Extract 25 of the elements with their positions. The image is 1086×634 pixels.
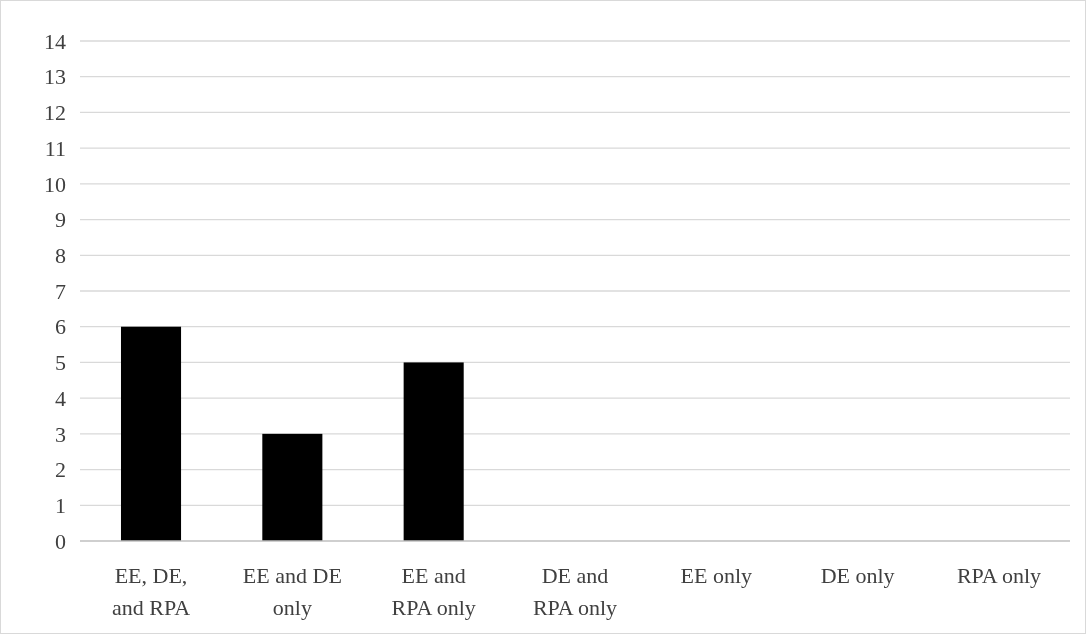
x-tick-label: EE and RPA only [391,563,476,620]
y-tick-label: 7 [55,278,66,304]
y-tick-label: 0 [55,528,66,554]
y-tick-label: 6 [55,314,66,340]
y-tick-label: 8 [55,242,66,268]
x-tick-label: EE only [680,563,753,588]
y-tick-label: 2 [55,457,66,483]
y-tick-label: 14 [44,28,66,54]
y-tick-label: 1 [55,492,66,518]
x-tick-label: DE and RPA only [532,563,618,620]
x-tick-label: EE and DE only [242,563,342,620]
y-tick-label: 3 [55,421,66,447]
x-tick-label: RPA only [956,563,1042,588]
bar [262,433,323,541]
y-tick-label: 10 [44,171,66,197]
x-tick-label: EE, DE, and RPA [111,563,191,620]
y-tick-label: 13 [44,64,66,90]
y-tick-label: 5 [55,350,66,376]
bar [120,326,182,541]
y-tick-label: 11 [44,135,66,161]
y-tick-label: 4 [55,385,66,411]
y-tick-label: 12 [44,100,66,126]
x-tick-label: DE only [820,563,895,588]
bar [403,362,464,541]
y-tick-label: 9 [55,207,66,233]
